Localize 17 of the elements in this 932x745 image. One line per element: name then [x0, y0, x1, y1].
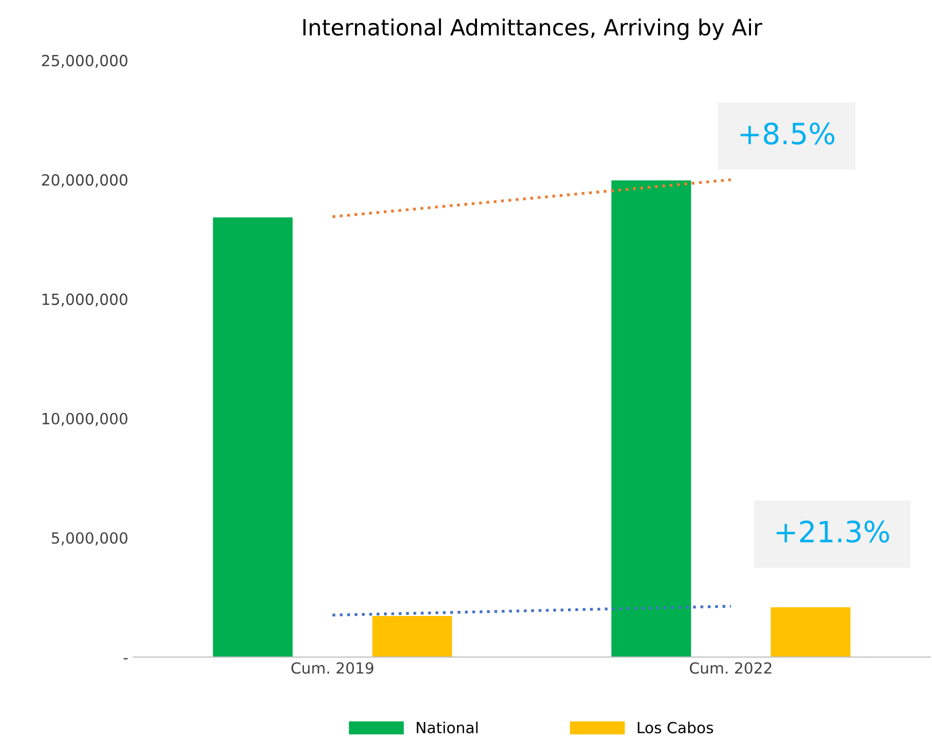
y-tick-label: 15,000,000 — [42, 294, 128, 307]
annotation: +8.5% — [740, 122, 834, 145]
y-tick-label: 10,000,000 — [42, 412, 128, 426]
legend-label: National — [416, 722, 478, 734]
chart-title: International Admittances, Arriving by Air — [303, 18, 762, 40]
y-tick-label: - — [124, 658, 128, 660]
annotation: +21.3% — [776, 520, 890, 543]
x-tick-label: Cum. 2019 — [291, 662, 374, 674]
bar — [212, 217, 293, 658]
y-tick-label: 5,000,000 — [52, 532, 128, 546]
y-tick-label: 25,000,000 — [42, 54, 128, 68]
x-tick-label: Cum. 2022 — [690, 662, 772, 674]
y-tick-label: 20,000,000 — [42, 174, 128, 188]
bar — [770, 607, 850, 658]
legend-label: Los Cabos — [638, 722, 714, 734]
bar — [611, 180, 692, 658]
bar — [372, 616, 452, 658]
